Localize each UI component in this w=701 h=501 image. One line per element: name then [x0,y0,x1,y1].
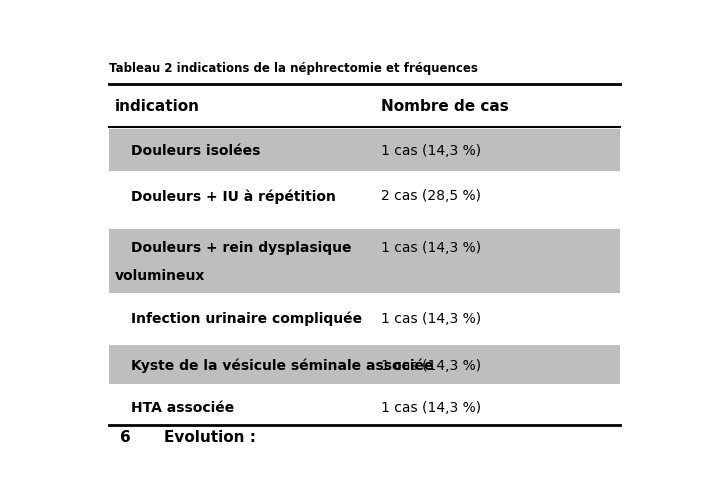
Text: HTA associée: HTA associée [131,400,234,414]
Text: Tableau 2 indications de la néphrectomie et fréquences: Tableau 2 indications de la néphrectomie… [109,62,478,74]
Text: 1 cas (14,3 %): 1 cas (14,3 %) [381,312,481,326]
Bar [109,230,620,294]
Text: 1 cas (14,3 %): 1 cas (14,3 %) [381,144,481,158]
Text: 1 cas (14,3 %): 1 cas (14,3 %) [381,400,481,414]
Bar [109,346,620,384]
Text: Douleurs isolées: Douleurs isolées [131,144,261,158]
Text: Douleurs + IU à répétition: Douleurs + IU à répétition [131,189,336,203]
Text: indication: indication [115,99,200,114]
Text: 1 cas (14,3 %): 1 cas (14,3 %) [381,358,481,372]
Bar [109,130,620,172]
Text: Kyste de la vésicule séminale associée: Kyste de la vésicule séminale associée [131,358,434,372]
Text: 1 cas (14,3 %): 1 cas (14,3 %) [381,240,481,255]
Text: Evolution :: Evolution : [164,429,256,444]
Text: volumineux: volumineux [115,269,205,283]
Text: 2 cas (28,5 %): 2 cas (28,5 %) [381,189,481,203]
Text: Nombre de cas: Nombre de cas [381,99,509,114]
Text: Infection urinaire compliquée: Infection urinaire compliquée [131,311,362,326]
Text: Douleurs + rein dysplasique: Douleurs + rein dysplasique [131,240,352,255]
Text: 6: 6 [121,429,131,444]
